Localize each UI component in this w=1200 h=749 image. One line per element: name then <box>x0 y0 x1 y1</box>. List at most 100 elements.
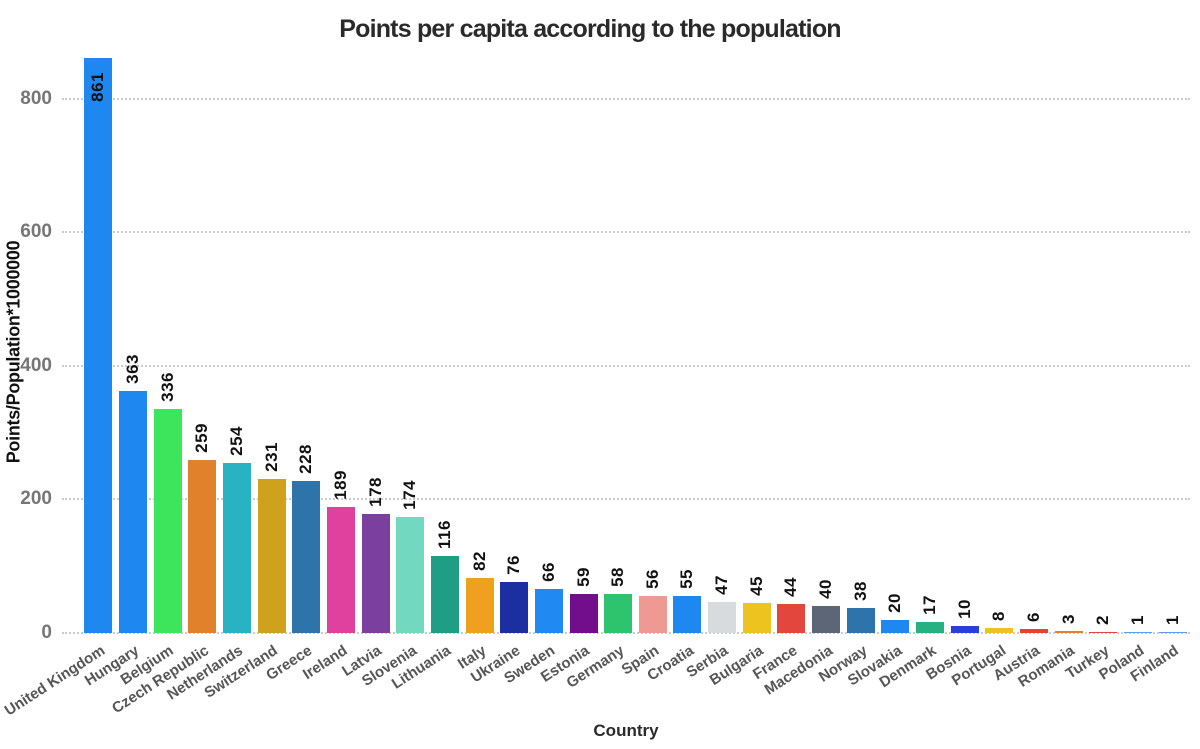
x-axis-title: Country <box>593 721 659 740</box>
gridline <box>62 498 1190 501</box>
bar-group-finland: 1 Finland <box>1128 55 1190 685</box>
bar-value-label: 56 <box>642 569 662 589</box>
bar <box>361 514 390 633</box>
bar-group-ireland: 189 Ireland <box>300 55 359 683</box>
bar <box>222 463 251 633</box>
bar-value-label: 189 <box>330 470 350 500</box>
bar-value-label: 44 <box>781 577 801 597</box>
bar-group-slovenia: 174 Slovenia <box>358 55 428 690</box>
bar-group-hungary: 363 Hungary <box>82 55 151 689</box>
bar <box>188 460 217 633</box>
bar-group-belgium: 336 Belgium <box>118 55 185 688</box>
bar <box>846 608 875 633</box>
bar-value-label: 363 <box>122 354 142 384</box>
bar <box>1020 629 1049 633</box>
bar-value-label: 6 <box>1024 612 1044 622</box>
bars-row: 861 United Kingdom 363 Hungary 336 Belgium 259… <box>1 55 1190 719</box>
bar-value-label: 55 <box>677 569 697 589</box>
bar <box>326 507 355 633</box>
gridline <box>62 231 1190 234</box>
bar-group-croatia: 55 Croatia <box>644 55 705 684</box>
bar-value-label: 259 <box>192 423 212 453</box>
bar-group-netherlands: 254 Netherlands <box>164 55 255 703</box>
bar-value-label: 38 <box>850 581 870 601</box>
bar <box>500 582 529 633</box>
bar <box>292 481 321 633</box>
bar-value-label: 254 <box>226 426 246 456</box>
bar <box>1089 632 1118 633</box>
y-axis-title: Points/Population*1000000 <box>3 240 24 464</box>
bar-group-italy: 82 Italy <box>454 55 497 673</box>
bar <box>1054 631 1083 633</box>
bar-value-label: 10 <box>954 599 974 619</box>
bar-group-poland: 1 Poland <box>1096 55 1156 683</box>
bar-group-switzerland: 231 Switzerland <box>202 55 289 702</box>
bar-value-label: 2 <box>1093 615 1113 625</box>
bar-value-label: 82 <box>469 551 489 571</box>
bar-value-label: 76 <box>504 555 524 575</box>
bar-group-serbia: 47 Serbia <box>684 55 740 681</box>
bar <box>84 58 113 633</box>
bar-value-label: 174 <box>400 480 420 510</box>
bar-group-latvia: 178 Latvia <box>339 55 393 680</box>
bar-value-label: 228 <box>296 444 316 474</box>
bar <box>569 594 598 633</box>
y-tick-label: 800 <box>20 87 52 109</box>
bar-value-label: 20 <box>885 593 905 613</box>
bar-group-slovakia: 20 Slovakia <box>844 55 913 689</box>
bar <box>118 391 147 633</box>
bar <box>812 606 841 633</box>
bar <box>465 578 494 633</box>
bar <box>881 620 910 633</box>
bar-group-turkey: 2 Turkey <box>1063 55 1121 682</box>
chart-title: Points per capita according to the popul… <box>339 15 841 43</box>
bar <box>430 556 459 633</box>
bar <box>638 596 667 633</box>
bar <box>985 628 1014 633</box>
bar <box>1158 632 1187 633</box>
bar <box>916 622 945 633</box>
bar-group-france: 44 France <box>750 55 809 683</box>
bar-value-label: 59 <box>573 567 593 587</box>
bar-value-label: 1 <box>1128 615 1148 625</box>
y-tick-label: 400 <box>20 354 52 376</box>
bar-group-greece: 228 Greece <box>264 55 324 684</box>
bar-group-lithuania: 116 Lithuania <box>389 55 463 693</box>
bar <box>673 596 702 633</box>
bar-group-ukraine: 76 Ukraine <box>468 55 532 686</box>
bar-value-label: 178 <box>365 477 385 507</box>
bar-group-bosnia: 10 Bosnia <box>923 55 982 683</box>
bar-value-label: 66 <box>538 562 558 582</box>
bar-group-estonia: 59 Estonia <box>538 55 601 686</box>
bar-value-label: 116 <box>434 520 454 549</box>
bar <box>950 626 979 633</box>
bar-group-norway: 38 Norway <box>815 55 878 686</box>
gridline <box>62 364 1190 367</box>
bar-group-romania: 3 Romania <box>1016 55 1086 691</box>
bar-group-sweden: 66 Sweden <box>501 55 567 687</box>
gridline <box>62 632 1190 634</box>
bar-value-label: 17 <box>920 595 940 615</box>
bar <box>1124 632 1153 633</box>
bar-group-denmark: 17 Denmark <box>876 55 948 691</box>
bar <box>257 479 286 633</box>
bar-value-label: 231 <box>261 442 281 472</box>
bar-group-macedonia: 40 Macedonia <box>761 55 844 698</box>
bar-group-bulgaria: 45 Bulgaria <box>706 55 774 689</box>
bar <box>604 594 633 633</box>
bar-value-label: 3 <box>1058 614 1078 624</box>
plot-area: 0 200 400 600 800 861 United Kingdom 363 Hungary… <box>1 55 1190 719</box>
bar <box>153 409 182 633</box>
bar-group-spain: 56 Spain <box>619 55 671 679</box>
bar-group-austria: 6 Austria <box>991 55 1052 684</box>
gridline <box>62 97 1190 100</box>
y-tick-label: 200 <box>20 488 52 510</box>
bar-value-label: 8 <box>989 611 1009 621</box>
bar-value-label: 336 <box>157 372 177 402</box>
y-tick-label: 0 <box>41 622 52 643</box>
bar-value-label: 1 <box>1162 615 1182 625</box>
bar-value-label: 58 <box>608 567 628 587</box>
bar-group-czech-republic: 259 Czech Republic <box>109 55 220 717</box>
bar-group-germany: 58 Germany <box>564 55 636 692</box>
